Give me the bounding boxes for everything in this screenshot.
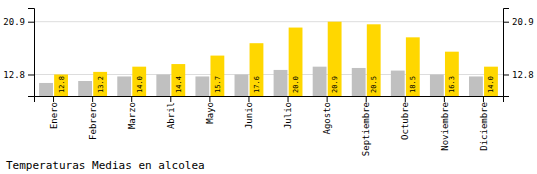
bar	[328, 22, 342, 96]
data-label: 12.8	[58, 76, 66, 93]
tick-mark	[170, 96, 171, 102]
data-label: 20.9	[331, 76, 339, 93]
tick: 20.9	[503, 17, 534, 27]
bar	[93, 72, 107, 96]
bars	[39, 22, 498, 96]
tick-mark	[209, 96, 210, 102]
bar	[430, 74, 444, 96]
data-label: 20.5	[370, 76, 378, 93]
bar	[117, 76, 131, 96]
tick-mark	[503, 74, 509, 75]
tick: Febrero	[88, 96, 98, 140]
tick-label: Diciembre	[479, 102, 489, 151]
data-label: 13.2	[97, 76, 105, 93]
bar	[445, 52, 459, 96]
chart: 12.8 13.2 14.0 14.4 15.7 17.6 20.0 20.9 20.5 18.5…	[0, 0, 537, 174]
tick-label: Octubre	[400, 102, 410, 140]
tick-mark	[405, 96, 406, 102]
tick-label: 12.8	[3, 70, 25, 80]
title: Temperaturas Medias en alcolea	[6, 159, 205, 172]
bar	[210, 56, 224, 96]
tick-mark	[444, 96, 445, 102]
bar	[391, 71, 405, 96]
data-label: 15.7	[214, 76, 222, 93]
tick: 12.8	[503, 70, 534, 80]
bar	[313, 67, 327, 96]
bar	[171, 64, 185, 96]
tick-label: 20.9	[3, 17, 25, 27]
tick-label: 12.8	[512, 70, 534, 80]
bar	[406, 37, 420, 96]
tick-mark	[503, 22, 509, 23]
tick-mark	[288, 96, 289, 102]
data-label: 16.3	[448, 76, 456, 93]
tick-mark	[131, 96, 132, 102]
data-label: 18.5	[409, 76, 417, 93]
tick-mark	[366, 96, 367, 102]
tick-label: Febrero	[88, 102, 98, 140]
tick-label: Junio	[244, 102, 254, 129]
tick-mark	[248, 96, 249, 102]
bar	[235, 74, 249, 96]
bar	[289, 28, 303, 96]
x-axis: Enero Febrero Marzo Abril Mayo Junio Julio Agos…	[35, 96, 504, 156]
bar	[367, 24, 381, 96]
axis-line	[28, 9, 35, 97]
y2-axis: 12.8 20.9	[503, 9, 534, 97]
tick-mark	[327, 96, 328, 102]
bar	[469, 76, 483, 96]
data-label: 14.0	[136, 76, 144, 93]
tick: Noviembre	[440, 96, 450, 151]
tick: 12.8	[3, 70, 34, 80]
bar	[274, 70, 288, 96]
tick-label: Agosto	[322, 102, 332, 135]
tick-label: Mayo	[205, 102, 215, 124]
grid	[34, 22, 503, 75]
bar	[250, 43, 264, 96]
tick: Abril	[166, 96, 176, 129]
tick: Marzo	[127, 96, 137, 129]
data-label: 20.0	[292, 76, 300, 93]
bar	[352, 68, 366, 96]
tick-mark	[92, 96, 93, 102]
axis-line	[35, 97, 504, 103]
bar	[132, 67, 146, 96]
series	[54, 22, 498, 96]
tick-label: Abril	[166, 102, 176, 129]
bar	[78, 81, 92, 96]
tick-label: Septiembre	[361, 102, 371, 156]
bar	[484, 67, 498, 96]
y-axis: 12.8 20.9	[3, 9, 34, 97]
tick: 20.9	[3, 17, 34, 27]
axis-line	[504, 9, 510, 97]
grid-line	[34, 21, 503, 22]
bar	[54, 74, 68, 96]
tick: Diciembre	[479, 96, 489, 151]
bar	[156, 74, 170, 96]
tick-label: Enero	[49, 102, 59, 129]
tick-mark	[28, 74, 34, 75]
tick: Octubre	[400, 96, 410, 140]
tick-label: 20.9	[512, 17, 534, 27]
tick-label: Marzo	[127, 102, 137, 129]
data-labels: 12.8 13.2 14.0 14.4 15.7 17.6 20.0 20.9 20.5 18.5…	[58, 76, 496, 93]
tick-label: Julio	[283, 102, 293, 129]
tick-mark	[483, 96, 484, 102]
bar	[39, 83, 53, 96]
tick: Mayo	[205, 96, 215, 124]
tick: Septiembre	[361, 96, 371, 156]
data-label: 17.6	[253, 76, 261, 93]
data-label: 14.4	[175, 76, 183, 93]
tick: Junio	[244, 96, 254, 129]
tick-mark	[28, 22, 34, 23]
data-label: 14.0	[487, 76, 495, 93]
bar	[195, 76, 209, 96]
plot: 12.8 13.2 14.0 14.4 15.7 17.6 20.0 20.9 20.5 18.5…	[3, 9, 533, 157]
tick-mark	[53, 96, 54, 102]
tick: Agosto	[322, 96, 332, 135]
tick-label: Noviembre	[440, 102, 450, 151]
tick: Enero	[49, 96, 59, 129]
tick: Julio	[283, 96, 293, 129]
